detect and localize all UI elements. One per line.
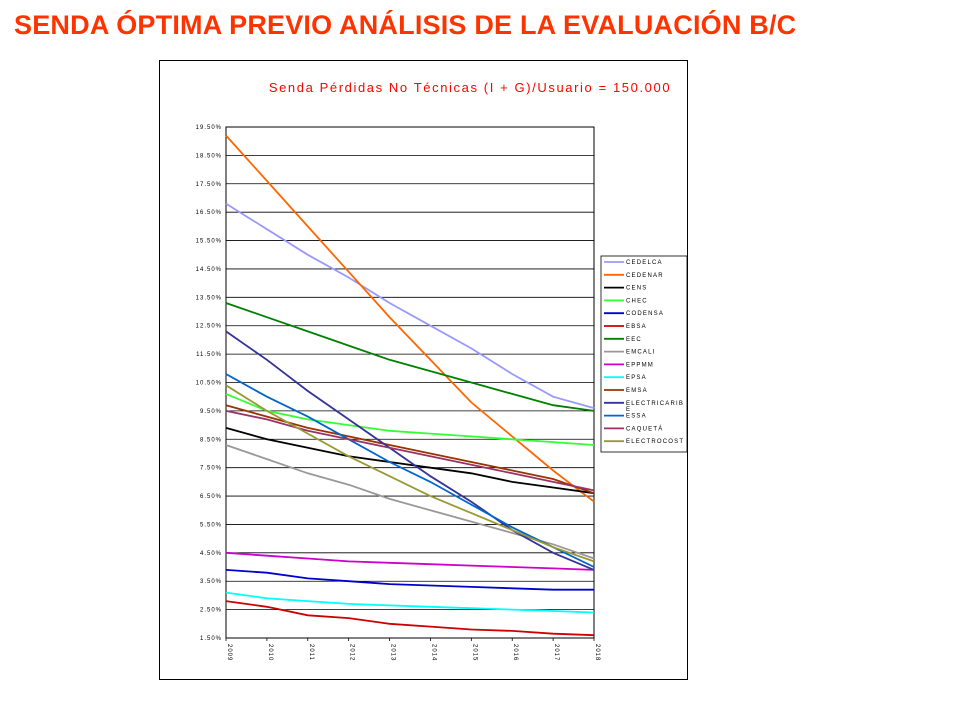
legend-label: CAQUETÁ [626,425,663,432]
series-line [225,551,595,571]
line-chart: Senda Pérdidas No Técnicas (I + G)/Usuar… [196,80,687,661]
y-tick-label: 12.50% [196,324,222,330]
gridlines [226,126,594,639]
series-line [225,427,595,495]
y-tick-label: 19.50% [196,125,222,131]
y-tick-label: 10.50% [196,381,222,387]
y-tick-label: 11.50% [196,352,222,358]
y-tick-label: 8.50% [200,437,222,443]
legend-label: CEDENAR [626,273,664,279]
series-line [225,373,595,568]
legend-box [600,255,687,453]
x-tick-label: 2011 [308,644,314,661]
series-line [225,134,595,503]
legend-label: ELECTRICARIB E [626,401,684,413]
y-tick-label: 15.50% [196,239,222,245]
y-tick-label: 3.50% [200,579,222,585]
legend-label: EPSA [626,375,647,381]
legend-label: EMCALI [626,350,656,356]
y-tick-label: 16.50% [196,210,222,216]
slide-title: SENDA ÓPTIMA PREVIO ANÁLISIS DE LA EVALU… [14,10,797,40]
x-tick-label: 2009 [226,644,232,661]
series-line [225,384,595,563]
series-line [225,569,594,591]
x-tick-label: 2013 [390,644,396,661]
chart-title: Senda Pérdidas No Técnicas (I + G)/Usuar… [269,80,671,95]
legend-label: EMSA [626,388,648,394]
y-tick-label: 18.50% [196,153,222,159]
x-tick-label: 2017 [553,644,559,661]
series-lines [225,134,595,637]
series-line [225,330,595,571]
axes: 1.50% 2.50% 3.50% 4.50% 5.50% 6.50% 7.50% 8.50%… [196,125,600,661]
x-tick-label: 2010 [267,644,273,661]
legend-label: EEC [626,337,642,343]
y-tick-label: 2.50% [200,608,222,614]
series-line [225,202,595,409]
x-tick-label: 2015 [471,644,477,661]
legend-label: CEDELCA [626,260,663,266]
legend-label: EBSA [626,324,647,330]
series-line [225,302,595,412]
series-line [225,393,595,446]
series-line [225,410,595,492]
y-tick-label: 1.50% [200,636,222,642]
legend-label: ESSA [626,414,647,420]
chart-frame: Senda Pérdidas No Técnicas (I + G)/Usuar… [159,60,688,680]
y-tick-label: 14.50% [196,267,222,273]
y-tick-label: 4.50% [200,551,222,557]
y-tick-label: 5.50% [200,522,222,528]
x-tick-label: 2012 [349,644,355,661]
x-tick-label: 2018 [594,644,600,661]
series-line [225,591,595,614]
legend-label: CODENSA [626,311,664,317]
legend: CEDELCA CEDENAR CENS CHEC CODENSA EBSA EEC EMCA… [600,255,687,453]
y-tick-label: 7.50% [200,466,222,472]
y-tick-label: 17.50% [196,182,222,188]
legend-label: CHEC [626,298,648,304]
plot-area [225,126,595,639]
y-tick-label: 13.50% [196,295,222,301]
legend-label: EPPMM [626,362,654,368]
legend-label: ELECTROCOST [626,439,684,445]
y-tick-label: 6.50% [200,494,222,500]
x-tick-label: 2014 [430,644,436,661]
series-line [225,600,595,637]
legend-label: CENS [626,286,647,292]
x-tick-label: 2016 [512,644,518,661]
y-tick-label: 9.50% [200,409,222,415]
